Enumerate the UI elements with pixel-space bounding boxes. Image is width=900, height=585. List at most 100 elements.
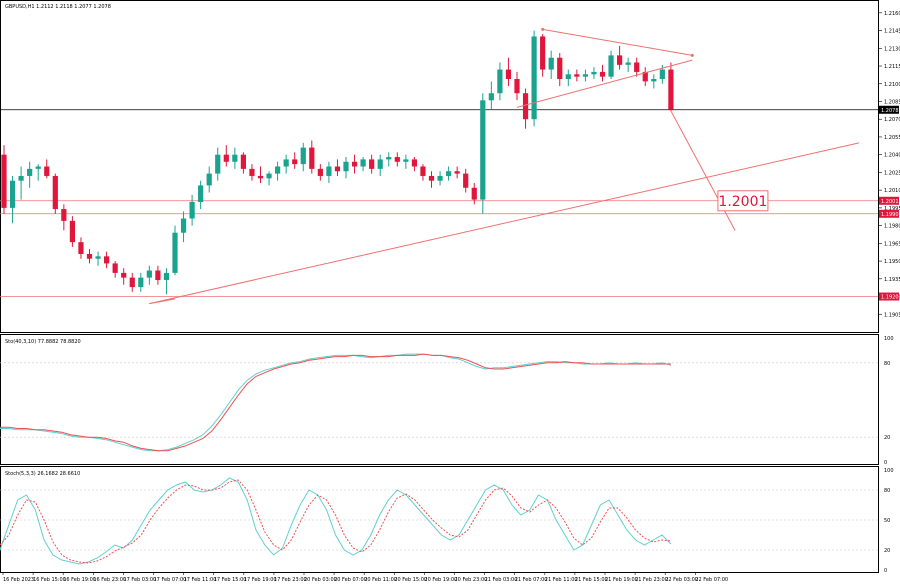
stoch-signal-line [0,479,671,564]
current-price-tag-bg [879,105,899,114]
trendline-base [149,298,176,305]
triangle-upper-line [542,28,693,56]
time-axis-label: 17 Feb 03:00 [123,577,156,583]
candle-body [1,154,7,208]
candle-body [463,173,469,188]
candle-body [52,175,58,210]
stoch-axis-label: 100 [884,468,894,474]
price-axis-label: 1.2010 [884,188,900,194]
price-axis-label: 1.2145 [884,29,900,35]
time-axis-label: 17 Feb 19:00 [244,577,277,583]
candle-body [394,157,400,162]
candle-body [172,232,178,273]
time-axis-label: 21 Feb 03:00 [485,577,518,583]
time-axis-label: 17 Feb 11:00 [184,577,217,583]
level-lower-tag: 1.1990 [881,212,899,218]
time-axis-label: 20 Feb 11:00 [364,577,397,583]
candle-body [505,69,512,80]
candle-body [480,100,486,200]
triangle-lower-line [516,59,693,108]
price-axis-label: 1.2115 [884,64,900,70]
candle-body [35,166,41,169]
time-axis-label: 20 Feb 19:00 [424,577,457,583]
stoch-axis-label: 0 [884,568,887,574]
time-axis-label: 20 Feb 03:00 [304,577,337,583]
level-upper-tag-bg [879,196,899,205]
candle-body [292,159,298,165]
stoch-axis-label: 50 [884,518,890,524]
target-box [717,190,769,212]
candle-body [317,168,323,176]
time-axis-label: 16 Feb 23:00 [93,577,126,583]
candle-body [642,71,648,82]
stoch1-info: Sto(40,3,10) 77.8882 78.8820 [5,339,81,345]
level-bottom-tag-bg [879,292,899,301]
current-price-tag: 1.2078 [881,108,899,114]
candle-body [488,93,494,101]
candle-body [180,218,187,233]
level-bottom-tag: 1.1920 [881,295,899,301]
time-axis-label: 16 Feb 15:00 [33,577,66,583]
drawn-objects: 1.2001 [149,27,860,305]
time-axis-label: 22 Feb 03:00 [665,577,698,583]
level-upper-tag: 1.2001 [881,199,899,205]
candle-body [189,201,195,219]
candle-body [411,159,417,167]
candle-body [446,171,452,176]
candle-body [591,71,597,75]
candle-body [44,166,50,176]
time-axis-label: 20 Feb 07:00 [334,577,367,583]
candle-body [112,263,118,273]
candle-body [548,57,554,70]
price-axis-label: 1.2025 [884,170,900,176]
candle-body [232,154,238,162]
price-axis-label: 1.1935 [884,277,900,283]
candle-body [497,69,503,94]
candle-body [565,74,571,80]
price-axis-label: 1.1995 [884,206,900,212]
time-axis-label: 17 Feb 15:00 [214,577,247,583]
time-axis-label: 22 Feb 07:00 [695,577,728,583]
ascending-trendline [149,142,860,305]
candle-body [69,220,75,243]
triangle-anchor [541,27,545,31]
candle-body [266,173,272,179]
candle-body [454,171,460,174]
candle-body [275,166,281,174]
stoch-axis-label: 0 [884,460,887,466]
candle-body [659,69,665,80]
candle-body [522,93,529,120]
candle-body [61,209,67,221]
symbol-info: GBPUSD,H1 1.2112 1.2118 1.2077 1.2078 [5,4,111,10]
candle-body [257,175,264,179]
candle-body [334,166,341,172]
price-axis-label: 1.2070 [884,117,900,123]
candle-body [121,272,127,278]
candle-body [146,270,152,278]
stoch1-plot: 100 80 20 0 [0,336,894,466]
price-tags: 1.2078 1.2001 1.1990 1.1920 [879,105,899,301]
candle-body [668,69,674,110]
candles [1,30,674,295]
candle-body [78,242,84,254]
stoch2-plot: 100 80 50 20 0 [0,468,894,574]
candle-body [309,147,315,169]
time-axis-label: 21 Feb 11:00 [545,577,578,583]
candle-body [377,159,383,169]
time-axis-label: 17 Feb 23:00 [274,577,307,583]
candle-body [574,74,580,77]
stoch-axis-label: 80 [884,488,890,494]
candle-body [155,270,161,280]
candle-body [514,79,520,94]
candle-body [198,185,204,202]
candle-body [240,154,246,169]
candle-body [386,157,392,160]
time-axis-label: 21 Feb 15:00 [575,577,608,583]
price-axis-label: 1.2085 [884,99,900,105]
price-axis-label: 1.1980 [884,224,900,230]
candle-body [634,62,640,72]
candle-body [300,147,306,165]
stoch-axis-label: 20 [884,548,890,554]
